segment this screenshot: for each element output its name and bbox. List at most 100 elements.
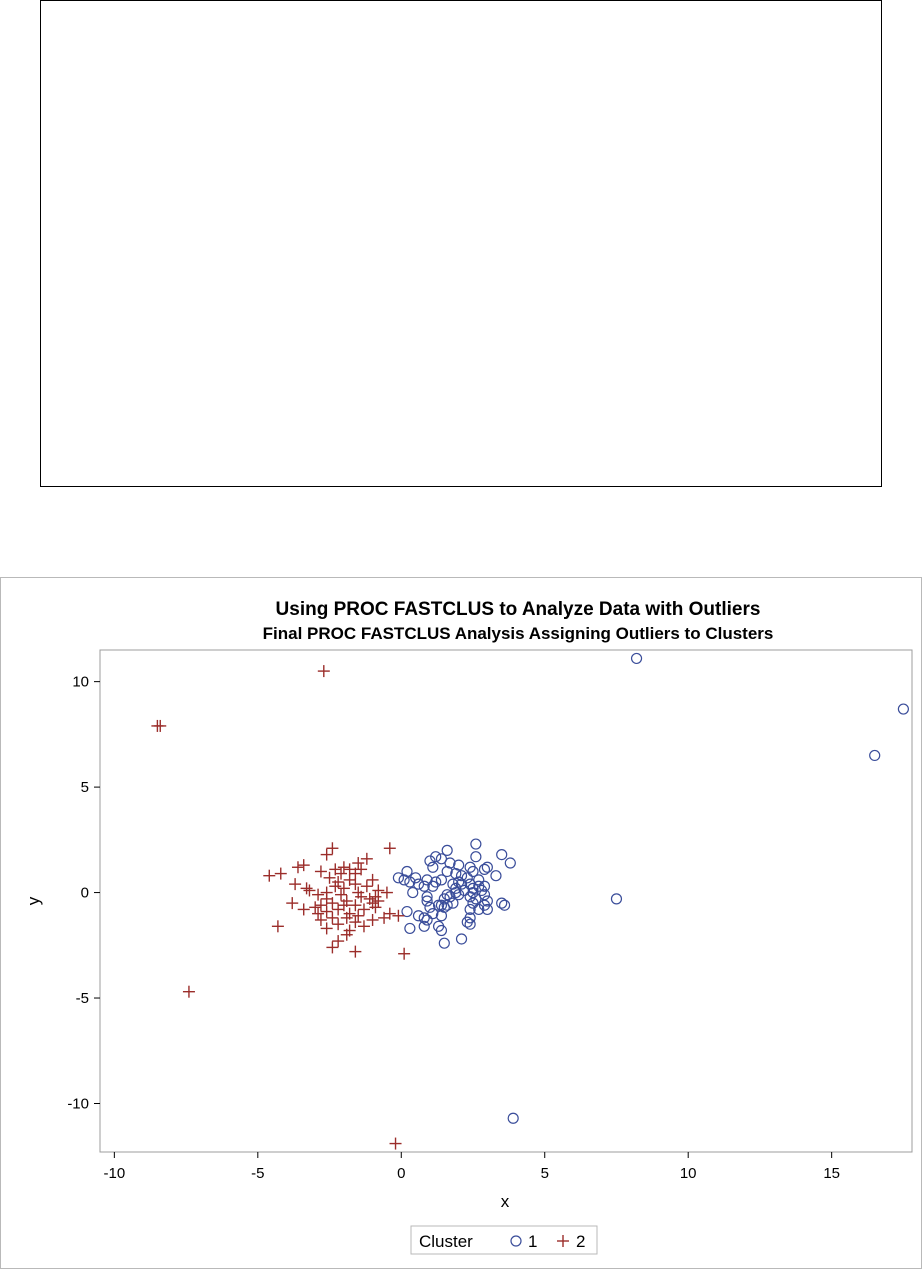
plot-area xyxy=(99,649,913,1153)
cluster-1-point xyxy=(498,899,511,911)
cluster-1-point xyxy=(897,703,909,715)
cluster-1-point xyxy=(421,914,433,926)
cluster-1-point xyxy=(453,876,465,888)
x-axis-label: x xyxy=(501,1192,510,1211)
y-tick-label: 0 xyxy=(81,885,89,902)
cluster-2-point xyxy=(337,861,350,874)
cluster-2-point xyxy=(378,911,391,924)
cluster-1-point xyxy=(435,924,448,937)
legend-title: Cluster xyxy=(419,1232,473,1251)
cluster-1-point xyxy=(458,884,470,897)
cluster-1-point xyxy=(455,878,468,890)
cluster-2-point xyxy=(320,922,333,935)
x-tick-label: 10 xyxy=(680,1165,697,1182)
chart-title: Using PROC FASTCLUS to Analyze Data with… xyxy=(276,599,761,620)
cluster-1-point xyxy=(478,863,491,875)
blank-panel xyxy=(40,0,882,487)
cluster-1-point xyxy=(869,749,881,762)
cluster-1-point xyxy=(478,880,491,892)
cluster-2-point xyxy=(312,888,325,901)
cluster-2-point xyxy=(398,947,411,960)
cluster-1-point xyxy=(427,861,439,873)
cluster-2-point xyxy=(326,897,339,910)
cluster-2-point xyxy=(317,665,330,678)
cluster-1-point xyxy=(418,920,430,932)
cluster-2-point xyxy=(337,899,350,912)
cluster-1-point xyxy=(421,895,433,907)
cluster-2-point xyxy=(355,890,368,903)
cluster-2-point xyxy=(349,945,362,958)
cluster-1-point xyxy=(481,903,493,916)
cluster-1-point xyxy=(404,876,416,888)
cluster-2-point xyxy=(263,869,276,882)
cluster-2-point xyxy=(335,867,348,880)
cluster-1-point xyxy=(424,855,436,867)
cluster-1-point xyxy=(410,872,422,884)
cluster-2-point xyxy=(380,886,393,899)
x-tick-label: 5 xyxy=(541,1165,549,1182)
cluster-2-point xyxy=(349,899,362,912)
cluster-2-point xyxy=(154,719,167,732)
cluster-2-point xyxy=(332,935,345,948)
cluster-2-point xyxy=(329,880,342,893)
cluster-2-point xyxy=(332,918,345,931)
cluster-1-point xyxy=(453,889,465,901)
cluster-2-point xyxy=(335,888,348,901)
cluster-2-point xyxy=(312,907,325,920)
x-tick-label: 15 xyxy=(823,1165,840,1182)
scatter-chart: Using PROC FASTCLUS to Analyze Data with… xyxy=(24,599,913,1255)
cluster-2-point xyxy=(271,920,284,933)
cluster-1-point xyxy=(461,916,473,928)
cluster-1-point xyxy=(450,886,462,899)
cluster-2-point xyxy=(392,909,405,922)
cluster-1-point xyxy=(401,905,413,918)
y-axis: -10 -5 0 5 10 xyxy=(67,674,100,1112)
cluster-2-point xyxy=(300,882,313,895)
legend-box xyxy=(410,1225,598,1255)
x-tick-label: -5 xyxy=(251,1165,264,1182)
cluster-1-point xyxy=(441,865,453,878)
cluster-1-point xyxy=(470,851,482,863)
cluster-2-point xyxy=(314,865,327,878)
cluster-1-point xyxy=(455,870,468,882)
cluster-2-point xyxy=(383,842,396,855)
cluster-1-point xyxy=(496,897,508,909)
cluster-1-point xyxy=(404,922,416,935)
cluster-2-point xyxy=(326,842,339,855)
cluster-2-point xyxy=(340,911,353,924)
cluster-1-point xyxy=(438,937,450,949)
cluster-2-point xyxy=(372,884,385,897)
chart-subtitle: Final PROC FASTCLUS Analysis Assigning O… xyxy=(263,624,774,643)
cluster-2-point xyxy=(182,985,195,998)
data-points xyxy=(151,652,909,1150)
cluster-2-point xyxy=(349,916,362,929)
cluster-1-point xyxy=(470,838,482,850)
legend: Cluster 1 2 xyxy=(410,1225,598,1255)
cluster-1-point xyxy=(418,912,430,924)
cluster-2-point xyxy=(323,871,336,884)
cluster-1-point xyxy=(412,878,425,890)
cluster-2-point xyxy=(360,852,373,865)
cluster-2-point xyxy=(363,892,376,905)
cluster-2-point xyxy=(337,882,350,895)
cluster-2-point xyxy=(314,913,327,926)
cluster-1-point xyxy=(481,861,493,873)
cluster-1-point xyxy=(430,851,442,863)
cluster-2-point xyxy=(366,913,379,926)
legend-entry-1-label: 1 xyxy=(528,1232,537,1251)
legend-circle-marker xyxy=(510,1235,522,1247)
x-tick-label: -10 xyxy=(104,1165,126,1182)
cluster-1-point xyxy=(424,901,436,913)
cluster-2-point xyxy=(314,899,327,912)
cluster-2-point xyxy=(291,861,304,874)
cluster-1-point xyxy=(435,910,448,922)
cluster-1-point xyxy=(464,918,476,930)
cluster-1-point xyxy=(435,874,448,886)
cluster-2-point xyxy=(297,903,310,916)
cluster-2-point xyxy=(366,873,379,886)
cluster-1-point xyxy=(464,891,476,903)
cluster-1-point xyxy=(467,865,479,878)
legend-plus-marker xyxy=(557,1235,569,1247)
cluster-2-point xyxy=(349,867,362,880)
cluster-2-point xyxy=(326,941,339,954)
